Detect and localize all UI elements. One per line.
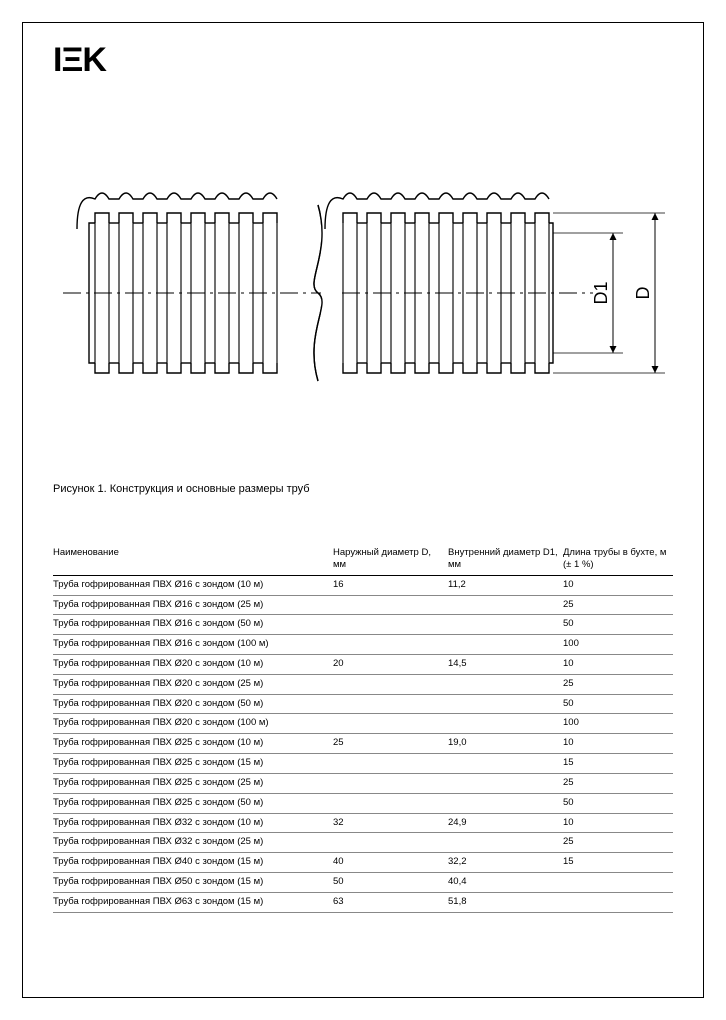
cell-length: 25: [563, 674, 673, 694]
table-row: Труба гофрированная ПВХ Ø25 с зондом (25…: [53, 773, 673, 793]
cell-length: 15: [563, 754, 673, 774]
svg-text:D1: D1: [591, 281, 611, 304]
cell-name: Труба гофрированная ПВХ Ø20 с зондом (50…: [53, 694, 333, 714]
cell-length: 10: [563, 575, 673, 595]
cell-name: Труба гофрированная ПВХ Ø25 с зондом (25…: [53, 773, 333, 793]
page-frame: IΞK D1 D Рисунок 1. Конструкция и основны…: [22, 22, 704, 998]
dimensions-table: Наименование Наружный диаметр D, мм Внут…: [53, 543, 673, 913]
cell-outer-d: 40: [333, 853, 448, 873]
table-row: Труба гофрированная ПВХ Ø40 с зондом (15…: [53, 853, 673, 873]
cell-name: Труба гофрированная ПВХ Ø20 с зондом (25…: [53, 674, 333, 694]
cell-outer-d: 32: [333, 813, 448, 833]
table-row: Труба гофрированная ПВХ Ø25 с зондом (10…: [53, 734, 673, 754]
cell-outer-d: [333, 595, 448, 615]
cell-name: Труба гофрированная ПВХ Ø16 с зондом (10…: [53, 635, 333, 655]
table-row: Труба гофрированная ПВХ Ø50 с зондом (15…: [53, 872, 673, 892]
cell-inner-d1: [448, 615, 563, 635]
cell-inner-d1: [448, 833, 563, 853]
cell-name: Труба гофрированная ПВХ Ø25 с зондом (15…: [53, 754, 333, 774]
cell-inner-d1: 32,2: [448, 853, 563, 873]
th-length: Длина трубы в бухте, м (± 1 %): [563, 543, 673, 575]
cell-length: 25: [563, 833, 673, 853]
table-body: Труба гофрированная ПВХ Ø16 с зондом (10…: [53, 575, 673, 912]
cell-inner-d1: [448, 595, 563, 615]
cell-inner-d1: [448, 773, 563, 793]
cell-inner-d1: 14,5: [448, 655, 563, 675]
cell-inner-d1: [448, 635, 563, 655]
tube-diagram: D1 D: [53, 153, 673, 413]
table-row: Труба гофрированная ПВХ Ø63 с зондом (15…: [53, 892, 673, 912]
cell-length: 100: [563, 635, 673, 655]
cell-outer-d: [333, 773, 448, 793]
table-row: Труба гофрированная ПВХ Ø32 с зондом (10…: [53, 813, 673, 833]
cell-length: 15: [563, 853, 673, 873]
table-row: Труба гофрированная ПВХ Ø32 с зондом (25…: [53, 833, 673, 853]
table-row: Труба гофрированная ПВХ Ø16 с зондом (10…: [53, 635, 673, 655]
cell-outer-d: 16: [333, 575, 448, 595]
cell-outer-d: 50: [333, 872, 448, 892]
svg-text:D: D: [633, 287, 653, 300]
cell-length: 50: [563, 793, 673, 813]
cell-length: 25: [563, 595, 673, 615]
dimensions-table-wrap: Наименование Наружный диаметр D, мм Внут…: [53, 543, 673, 913]
cell-outer-d: [333, 793, 448, 813]
table-row: Труба гофрированная ПВХ Ø25 с зондом (50…: [53, 793, 673, 813]
cell-inner-d1: [448, 714, 563, 734]
cell-length: 100: [563, 714, 673, 734]
cell-length: 50: [563, 615, 673, 635]
cell-length: 10: [563, 655, 673, 675]
cell-outer-d: [333, 635, 448, 655]
th-outer-d: Наружный диаметр D, мм: [333, 543, 448, 575]
table-row: Труба гофрированная ПВХ Ø16 с зондом (50…: [53, 615, 673, 635]
cell-inner-d1: 24,9: [448, 813, 563, 833]
cell-inner-d1: 51,8: [448, 892, 563, 912]
table-row: Труба гофрированная ПВХ Ø16 с зондом (10…: [53, 575, 673, 595]
table-row: Труба гофрированная ПВХ Ø20 с зондом (10…: [53, 655, 673, 675]
cell-outer-d: [333, 694, 448, 714]
table-row: Труба гофрированная ПВХ Ø20 с зондом (25…: [53, 674, 673, 694]
cell-inner-d1: [448, 674, 563, 694]
cell-name: Труба гофрированная ПВХ Ø25 с зондом (50…: [53, 793, 333, 813]
table-row: Труба гофрированная ПВХ Ø20 с зондом (50…: [53, 694, 673, 714]
cell-length: 50: [563, 694, 673, 714]
brand-logo: IΞK: [53, 41, 106, 80]
cell-name: Труба гофрированная ПВХ Ø16 с зондом (25…: [53, 595, 333, 615]
cell-name: Труба гофрированная ПВХ Ø32 с зондом (10…: [53, 813, 333, 833]
cell-outer-d: [333, 833, 448, 853]
cell-name: Труба гофрированная ПВХ Ø16 с зондом (10…: [53, 575, 333, 595]
cell-inner-d1: 19,0: [448, 734, 563, 754]
cell-length: [563, 872, 673, 892]
cell-name: Труба гофрированная ПВХ Ø50 с зондом (15…: [53, 872, 333, 892]
cell-name: Труба гофрированная ПВХ Ø40 с зондом (15…: [53, 853, 333, 873]
cell-length: 10: [563, 734, 673, 754]
cell-length: 25: [563, 773, 673, 793]
table-row: Труба гофрированная ПВХ Ø20 с зондом (10…: [53, 714, 673, 734]
cell-inner-d1: [448, 754, 563, 774]
tube-diagram-svg: D1 D: [53, 153, 673, 413]
cell-name: Труба гофрированная ПВХ Ø25 с зондом (10…: [53, 734, 333, 754]
cell-name: Труба гофрированная ПВХ Ø63 с зондом (15…: [53, 892, 333, 912]
cell-name: Труба гофрированная ПВХ Ø20 с зондом (10…: [53, 655, 333, 675]
cell-outer-d: [333, 714, 448, 734]
cell-name: Труба гофрированная ПВХ Ø32 с зондом (25…: [53, 833, 333, 853]
cell-name: Труба гофрированная ПВХ Ø16 с зондом (50…: [53, 615, 333, 635]
cell-inner-d1: 40,4: [448, 872, 563, 892]
figure-caption: Рисунок 1. Конструкция и основные размер…: [53, 483, 310, 495]
cell-outer-d: [333, 754, 448, 774]
cell-inner-d1: 11,2: [448, 575, 563, 595]
table-row: Труба гофрированная ПВХ Ø25 с зондом (15…: [53, 754, 673, 774]
th-name: Наименование: [53, 543, 333, 575]
cell-length: 10: [563, 813, 673, 833]
cell-name: Труба гофрированная ПВХ Ø20 с зондом (10…: [53, 714, 333, 734]
cell-outer-d: [333, 615, 448, 635]
th-inner-d1: Внутренний диаметр D1, мм: [448, 543, 563, 575]
cell-outer-d: 20: [333, 655, 448, 675]
cell-outer-d: [333, 674, 448, 694]
cell-outer-d: 63: [333, 892, 448, 912]
cell-outer-d: 25: [333, 734, 448, 754]
cell-length: [563, 892, 673, 912]
table-row: Труба гофрированная ПВХ Ø16 с зондом (25…: [53, 595, 673, 615]
cell-inner-d1: [448, 694, 563, 714]
cell-inner-d1: [448, 793, 563, 813]
